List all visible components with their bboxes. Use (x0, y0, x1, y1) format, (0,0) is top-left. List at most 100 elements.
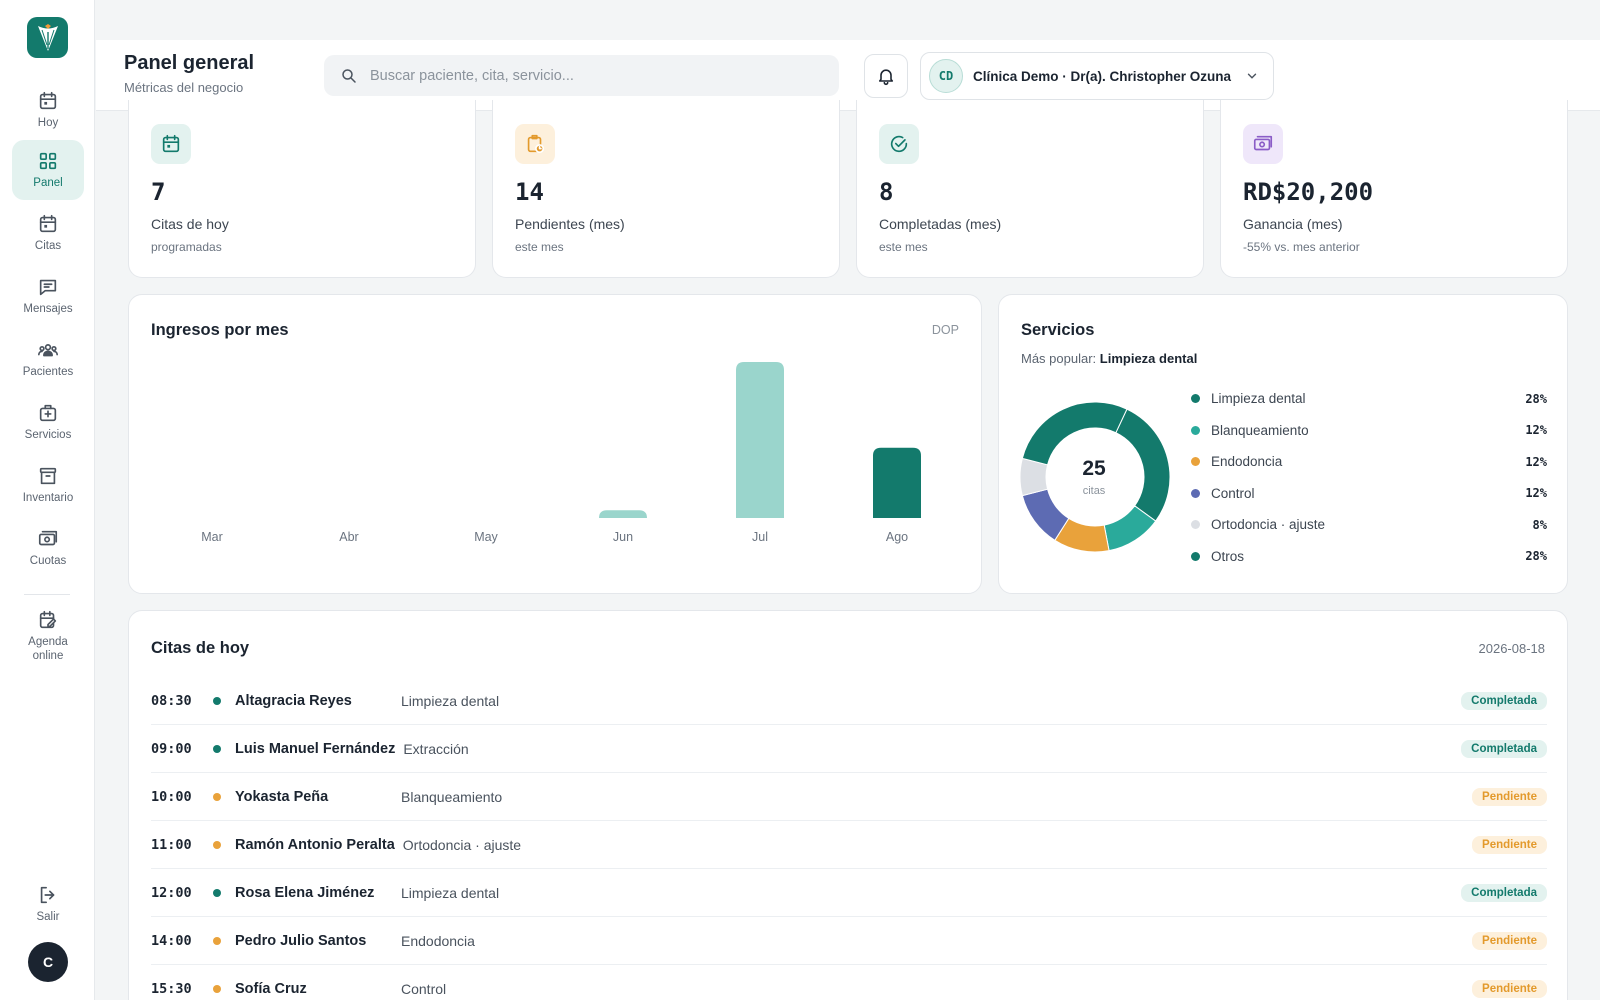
legend-item: Otros 28% (1191, 541, 1547, 573)
kpi-value: 14 (515, 178, 544, 206)
cash-icon (1253, 135, 1273, 151)
appointment-service: Endodoncia (401, 932, 475, 949)
appointment-service: Control (401, 980, 447, 997)
bar-ago[interactable] (873, 447, 921, 518)
clinic-logo[interactable] (27, 17, 68, 58)
status-badge: Pendiente (1472, 979, 1547, 998)
calendar-icon (39, 214, 57, 233)
patient-name: Rosa Elena Jiménez (235, 884, 375, 901)
patient-name: Ramón Antonio Peralta (235, 836, 395, 853)
search-input[interactable] (370, 67, 810, 84)
appointment-row[interactable]: 15:30 Sofía Cruz Control Pendiente (151, 965, 1547, 1000)
medical-kit-icon (39, 404, 57, 422)
kpi-subtext: -55% vs. mes anterior (1243, 240, 1360, 254)
appointments-title: Citas de hoy (151, 639, 250, 657)
most-popular: Más popular: Limpieza dental (1021, 351, 1197, 366)
tooth-logo-icon (37, 23, 58, 51)
sidebar-item-panel[interactable]: Panel (12, 140, 84, 200)
legend-label: Otros (1211, 548, 1245, 564)
legend-percent: 12% (1525, 454, 1547, 469)
status-dot (213, 936, 221, 945)
calendar-day-icon (39, 91, 57, 110)
appointment-row[interactable]: 12:00 Rosa Elena Jiménez Limpieza dental Co… (151, 869, 1547, 917)
appointment-row[interactable]: 08:30 Altagracia Reyes Limpieza dental Comp… (151, 677, 1547, 725)
sidebar-item-mensajes[interactable]: Mensajes (12, 266, 84, 326)
page-title: Panel general (124, 52, 255, 74)
patient-name: Luis Manuel Fernández (235, 740, 396, 757)
status-dot (213, 888, 221, 897)
avatar[interactable]: C (28, 942, 68, 982)
message-icon (39, 279, 57, 296)
bell-icon (878, 69, 894, 86)
patient-name: Pedro Julio Santos (235, 932, 367, 949)
kpi-icon (879, 124, 919, 164)
appointment-row[interactable]: 11:00 Ramón Antonio Peralta Ortodoncia · a… (151, 821, 1547, 869)
appointment-time: 15:30 (151, 980, 192, 997)
bar-jun[interactable] (599, 510, 647, 518)
sidebar-item-pacientes[interactable]: Pacientes (12, 329, 84, 389)
status-dot (213, 744, 221, 753)
bar-jul[interactable] (736, 362, 784, 518)
donut-slice[interactable] (1021, 401, 1128, 466)
kpi-card: 14 Pendientes (mes) este mes (492, 100, 840, 278)
calendar-edit-icon (39, 610, 57, 629)
x-tick-label: Abr (339, 530, 358, 544)
sidebar-item-agenda-online[interactable]: Agenda online (12, 600, 84, 672)
grid-icon (39, 152, 57, 170)
x-tick-label: May (474, 530, 498, 544)
sidebar-item-label: Inventario (22, 492, 74, 504)
logout-button[interactable]: Salir (12, 874, 84, 934)
notifications-button[interactable] (864, 54, 908, 98)
appointment-service: Limpieza dental (401, 884, 500, 901)
x-tick-label: Ago (886, 530, 908, 544)
appointment-row[interactable]: 10:00 Yokasta Peña Blanqueamiento Pendiente (151, 773, 1547, 821)
appointment-time: 14:00 (151, 932, 192, 949)
legend-item: Ortodoncia · ajuste 8% (1191, 509, 1547, 541)
account-switcher[interactable]: CD Clínica Demo · Dr(a). Christopher Ozu… (920, 52, 1274, 100)
patient-name: Sofía Cruz (235, 980, 307, 997)
sidebar-item-label: Hoy (37, 117, 59, 129)
status-badge: Completada (1461, 691, 1547, 710)
search-bar[interactable] (324, 55, 839, 96)
x-tick-label: Mar (201, 530, 223, 544)
sidebar-item-inventario[interactable]: Inventario (12, 455, 84, 515)
legend-dot (1191, 488, 1200, 498)
x-tick-label: Jul (752, 530, 768, 544)
kpi-label: Pendientes (mes) (515, 216, 625, 232)
logout-icon (40, 886, 55, 904)
kpi-subtext: programadas (151, 240, 222, 254)
services-card: Servicios Más popular: Limpieza dental 2… (998, 294, 1568, 594)
legend-item: Limpieza dental 28% (1191, 383, 1547, 415)
page-subtitle: Métricas del negocio (124, 80, 244, 95)
appointment-row[interactable]: 09:00 Luis Manuel Fernández Extracción Comp… (151, 725, 1547, 773)
sidebar-item-label: Citas (34, 240, 62, 252)
kpi-card: 8 Completadas (mes) este mes (856, 100, 1204, 278)
kpi-value: 7 (151, 178, 166, 206)
sidebar-item-servicios[interactable]: Servicios (12, 392, 84, 452)
services-title: Servicios (1021, 321, 1095, 339)
status-badge: Completada (1461, 883, 1547, 902)
sidebar-item-citas[interactable]: Citas (12, 203, 84, 263)
legend-dot (1191, 520, 1200, 530)
kpi-subtext: este mes (879, 240, 928, 254)
appointment-service: Ortodoncia · ajuste (402, 836, 522, 853)
appointment-time: 08:30 (151, 692, 192, 709)
sidebar-item-cuotas[interactable]: Cuotas (12, 518, 84, 578)
legend-item: Control 12% (1191, 478, 1547, 510)
clipboard-clock-icon (527, 134, 545, 154)
search-icon (342, 68, 356, 83)
revenue-chart-title: Ingresos por mes (151, 321, 289, 339)
sidebar-item-label: Servicios (24, 429, 72, 441)
status-badge: Pendiente (1472, 931, 1547, 950)
kpi-icon (151, 124, 191, 164)
legend-percent: 12% (1525, 423, 1547, 438)
users-icon (38, 344, 58, 357)
donut-total-label: citas (1082, 485, 1106, 497)
sidebar-item-label: Panel (33, 177, 63, 189)
calendar-icon (162, 134, 180, 153)
patient-name: Altagracia Reyes (235, 692, 352, 709)
sidebar-item-hoy[interactable]: Hoy (12, 80, 84, 140)
appointment-row[interactable]: 14:00 Pedro Julio Santos Endodoncia Pendien… (151, 917, 1547, 965)
most-popular-prefix: Más popular: (1021, 351, 1097, 366)
most-popular-value: Limpieza dental (1099, 351, 1198, 366)
